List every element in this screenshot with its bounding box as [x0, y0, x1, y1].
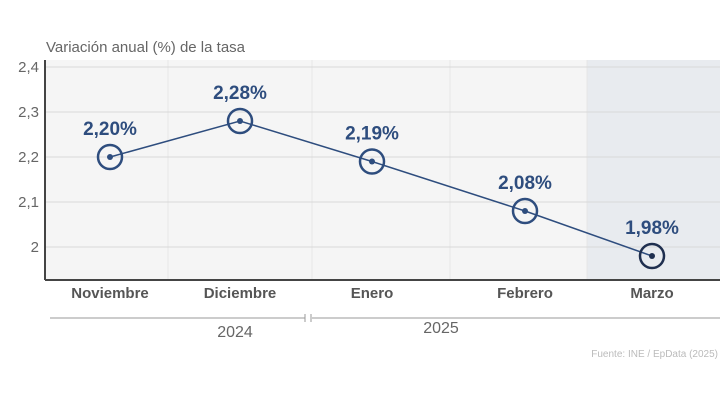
y-tick-label: 2,3	[18, 104, 39, 121]
data-point	[237, 118, 243, 124]
y-tick-label: 2,2	[18, 149, 39, 166]
y-axis-title: Variación anual (%) de la tasa	[46, 39, 246, 56]
y-tick-label: 2,1	[18, 194, 39, 211]
year-label: 2024	[217, 324, 253, 341]
data-point-ring	[358, 148, 386, 175]
data-point	[522, 208, 528, 214]
data-point	[649, 253, 655, 259]
y-tick-label: 2	[31, 239, 39, 256]
x-category-label: Enero	[351, 285, 394, 302]
x-category-label: Diciembre	[204, 285, 277, 302]
y-tick-label: 2,4	[18, 59, 39, 76]
data-label: 1,98%	[625, 218, 679, 239]
data-point	[369, 158, 375, 165]
year-label: 2025	[423, 320, 459, 337]
data-label: 2,28%	[213, 83, 267, 104]
data-point-ring	[638, 242, 666, 270]
data-point-ring	[511, 197, 539, 225]
source-note: Fuente: INE / EpData (2025)	[591, 349, 718, 360]
x-category-label: Noviembre	[71, 285, 149, 302]
data-point	[107, 154, 113, 160]
data-label: 2,19%	[345, 124, 399, 145]
x-category-label: Febrero	[497, 285, 553, 302]
x-category-label: Marzo	[630, 285, 673, 302]
data-point-ring	[226, 107, 254, 135]
data-point-ring	[96, 143, 124, 171]
data-label: 2,20%	[83, 119, 137, 140]
data-label: 2,08%	[498, 173, 552, 194]
